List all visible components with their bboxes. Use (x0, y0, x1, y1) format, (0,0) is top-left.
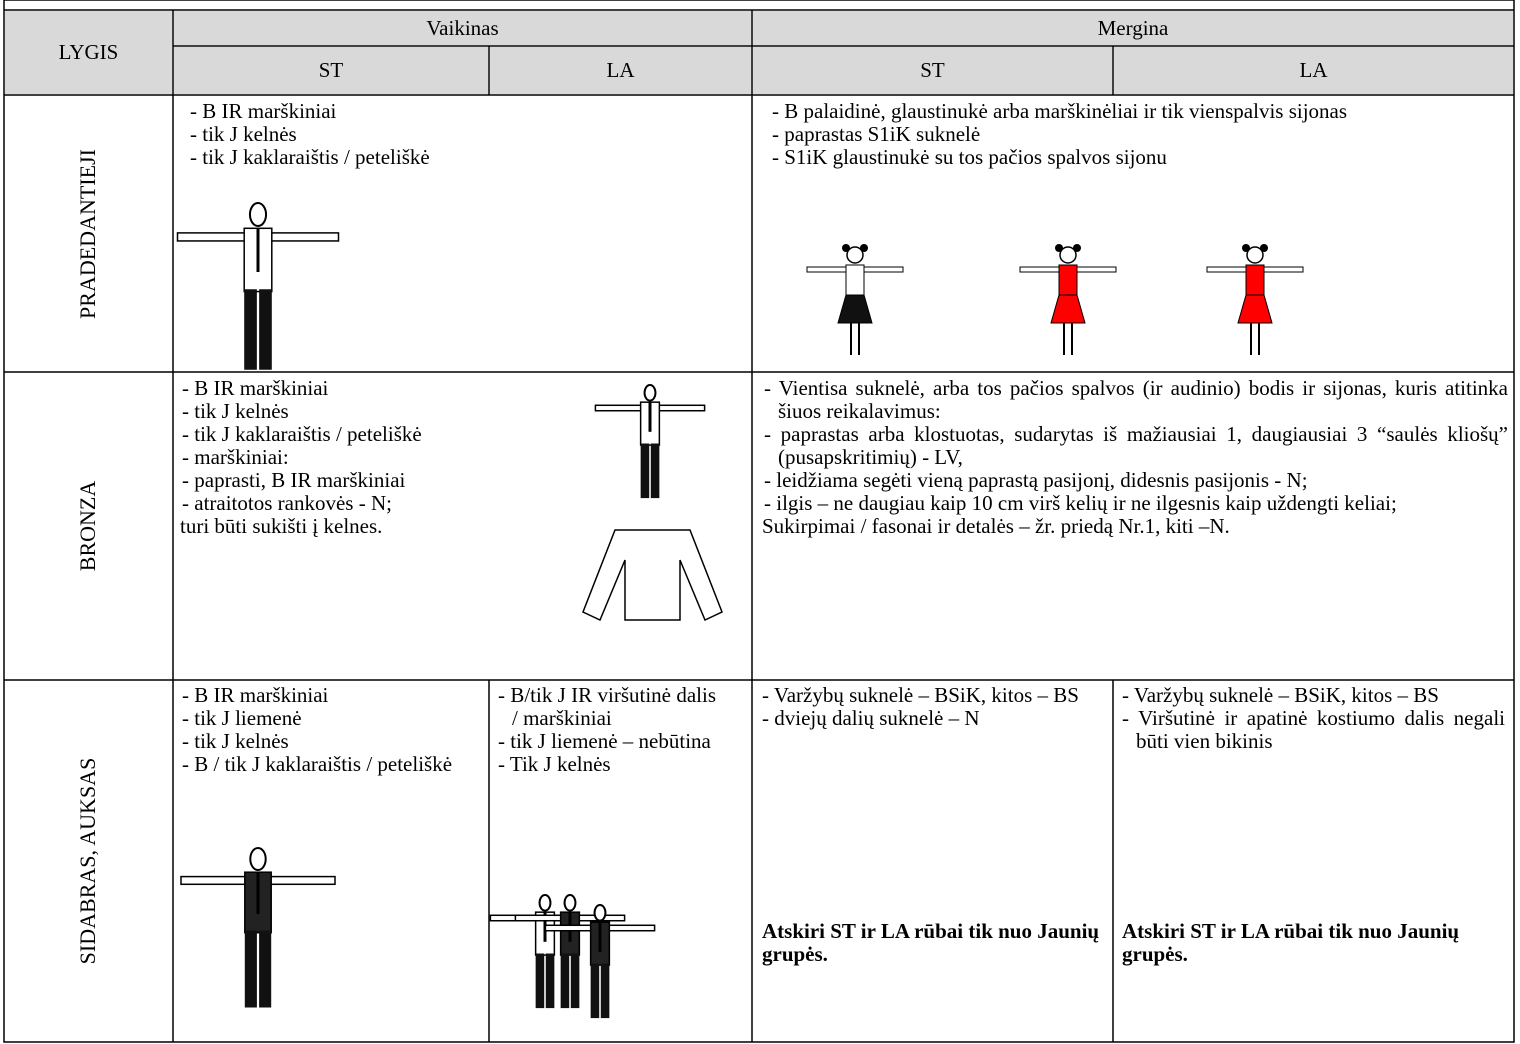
header-level: LYGIS (58, 40, 119, 64)
note: Atskiri ST ir LA rūbai tik nuo Jaunių gr… (762, 919, 1100, 966)
figure-part (545, 953, 555, 1009)
figure-part (563, 894, 577, 912)
figure-part (1058, 264, 1078, 296)
list-item: - tik J kelnės (182, 729, 289, 753)
figure-part (249, 847, 267, 871)
list-item: - B IR marškiniai (182, 683, 329, 707)
figure-part (259, 930, 272, 1008)
list-item: - Varžybų suknelė – BSiK, kitos – BS (1122, 683, 1439, 707)
list-item: - tik J kelnės (190, 122, 297, 146)
list-item: - tik J kelnės (182, 399, 289, 423)
figure-part (1245, 264, 1265, 296)
list-item: - Vientisa suknelė, arba tos pačios spal… (764, 376, 1508, 423)
figure-part (842, 244, 850, 252)
list-item: - leidžiama segėti vieną paprastą pasijo… (764, 468, 1308, 492)
figure-part (600, 963, 610, 1019)
list-item: - B/tik J IR viršutinė dalis / marškinia… (498, 683, 716, 730)
figure-part (643, 384, 657, 402)
figure-part (1059, 246, 1077, 264)
figure-part (538, 894, 552, 912)
list-item: - Tik J kelnės (498, 752, 611, 776)
header-column: LA (1299, 58, 1328, 82)
note: Atskiri ST ir LA rūbai tik nuo Jaunių gr… (1122, 919, 1460, 966)
list-item: Sukirpimai / fasonai ir detalės – žr. pr… (762, 514, 1230, 538)
figure-part (593, 904, 607, 922)
figure-part (570, 953, 580, 1009)
list-item: - paprastas arba klostuotas, sudarytas i… (764, 422, 1508, 469)
list-item: - tik J kaklaraištis / peteliškė (190, 145, 430, 169)
header-group: Vaikinas (426, 15, 499, 40)
figure-part (259, 289, 272, 370)
list-item: - ilgis – ne daugiau kaip 10 cm virš kel… (764, 491, 1397, 515)
list-item: - atraitotos rankovės - N; (182, 491, 392, 515)
list-item: - tik J kaklaraištis / peteliškė (182, 422, 422, 446)
list-item: - B / tik J kaklaraištis / peteliškė (182, 752, 453, 776)
boy-cell: - B/tik J IR viršutinė dalis / marškinia… (496, 684, 716, 776)
figure-part (1073, 244, 1081, 252)
row-label: PRADEDANTIEJI (75, 148, 100, 319)
list-item: - B IR marškiniai (190, 99, 337, 123)
figure-part (1237, 294, 1273, 324)
figure-part (1050, 294, 1086, 324)
figure-part (640, 443, 650, 499)
figure-part (244, 289, 257, 370)
list-item: - dviejų dalių suknelė – N (762, 706, 980, 730)
girl-cell: - B palaidinė, glaustinukė arba marškinė… (770, 100, 1500, 169)
header-column: LA (606, 58, 635, 82)
figure-part (845, 264, 865, 296)
figure-part (1055, 244, 1063, 252)
figure-part (650, 443, 660, 499)
list-item: - S1iK glaustinukė su tos pačios spalvos… (772, 145, 1167, 169)
figure-part (837, 294, 873, 324)
figure-part (1246, 246, 1264, 264)
boy-cell: - B IR marškiniai - tik J kelnės - tik J k… (180, 377, 520, 538)
header-column: ST (318, 58, 344, 82)
list-item: - B IR marškiniai (182, 376, 329, 400)
list-item: turi būti sukišti į kelnes. (180, 514, 383, 538)
list-item: - Varžybų suknelė – BSiK, kitos – BS (762, 683, 1079, 707)
figure-part (582, 529, 723, 622)
girl-cell: - Varžybų suknelė – BSiK, kitos – BS - dv… (760, 684, 1105, 730)
figure-part (560, 953, 570, 1009)
list-item: - B palaidinė, glaustinukė arba marškinė… (772, 99, 1348, 123)
boy-cell: - B IR marškiniai - tik J kelnės - tik J k… (188, 100, 608, 169)
boy-cell: - B IR marškiniai - tik J liemenė - tik J … (180, 684, 480, 776)
list-item: - Viršutinė ir apatinė kostiumo dalis ne… (1122, 706, 1505, 753)
header-group: Mergina (1097, 15, 1169, 40)
row-label: SIDABRAS, AUKSAS (75, 757, 100, 965)
list-item: - tik J liemenė (182, 706, 302, 730)
list-item: - paprastas S1iK suknelė (772, 122, 981, 146)
figure-part (590, 963, 600, 1019)
list-item: - paprasti, B IR marškiniai (182, 468, 406, 492)
girl-cell: - Varžybų suknelė – BSiK, kitos – BS - Vi… (1120, 684, 1505, 753)
figure-part (846, 246, 864, 264)
girl-cell: - Vientisa suknelė, arba tos pačios spal… (762, 377, 1508, 538)
figure-part (1242, 244, 1250, 252)
figure-part (248, 202, 268, 227)
figure-part (244, 930, 257, 1008)
figure-part (1260, 244, 1268, 252)
figure-part (860, 244, 868, 252)
header-column: ST (920, 58, 945, 82)
list-item: - tik J liemenė – nebūtina (498, 729, 711, 753)
row-label: BRONZA (75, 480, 100, 572)
figure-part (535, 953, 545, 1009)
list-item: - marškiniai: (182, 445, 289, 469)
